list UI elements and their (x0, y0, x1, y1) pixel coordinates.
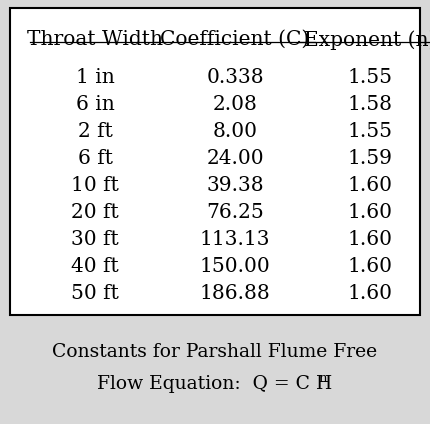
Text: 76.25: 76.25 (206, 203, 264, 222)
Text: 2 ft: 2 ft (77, 122, 112, 141)
Text: Throat Width: Throat Width (27, 30, 163, 49)
Text: 1.60: 1.60 (347, 230, 393, 249)
Text: 39.38: 39.38 (206, 176, 264, 195)
Text: 10 ft: 10 ft (71, 176, 119, 195)
Text: 0.338: 0.338 (206, 68, 264, 87)
Text: 1.60: 1.60 (347, 176, 393, 195)
Text: 2.08: 2.08 (212, 95, 258, 114)
Text: 8.00: 8.00 (212, 122, 258, 141)
Text: Exponent (n): Exponent (n) (304, 30, 430, 50)
Text: 50 ft: 50 ft (71, 284, 119, 303)
Bar (10, 8, 420, 315)
Text: 150.00: 150.00 (200, 257, 270, 276)
Text: Flow Equation:  Q = C H: Flow Equation: Q = C H (97, 375, 333, 393)
Text: 40 ft: 40 ft (71, 257, 119, 276)
Text: Constants for Parshall Flume Free: Constants for Parshall Flume Free (52, 343, 378, 361)
Text: 24.00: 24.00 (206, 149, 264, 168)
Text: 1 in: 1 in (76, 68, 114, 87)
Text: 30 ft: 30 ft (71, 230, 119, 249)
Text: 1.55: 1.55 (347, 122, 393, 141)
Text: 113.13: 113.13 (200, 230, 270, 249)
Text: 1.60: 1.60 (347, 257, 393, 276)
Text: n: n (319, 372, 327, 385)
Text: 6 ft: 6 ft (77, 149, 113, 168)
Text: 1.59: 1.59 (347, 149, 393, 168)
Text: 20 ft: 20 ft (71, 203, 119, 222)
Text: 1.60: 1.60 (347, 203, 393, 222)
Text: 186.88: 186.88 (200, 284, 270, 303)
Text: 1.60: 1.60 (347, 284, 393, 303)
Text: 1.55: 1.55 (347, 68, 393, 87)
Text: Coefficient (C): Coefficient (C) (160, 30, 310, 49)
Text: 6 in: 6 in (76, 95, 114, 114)
Text: 1.58: 1.58 (347, 95, 393, 114)
